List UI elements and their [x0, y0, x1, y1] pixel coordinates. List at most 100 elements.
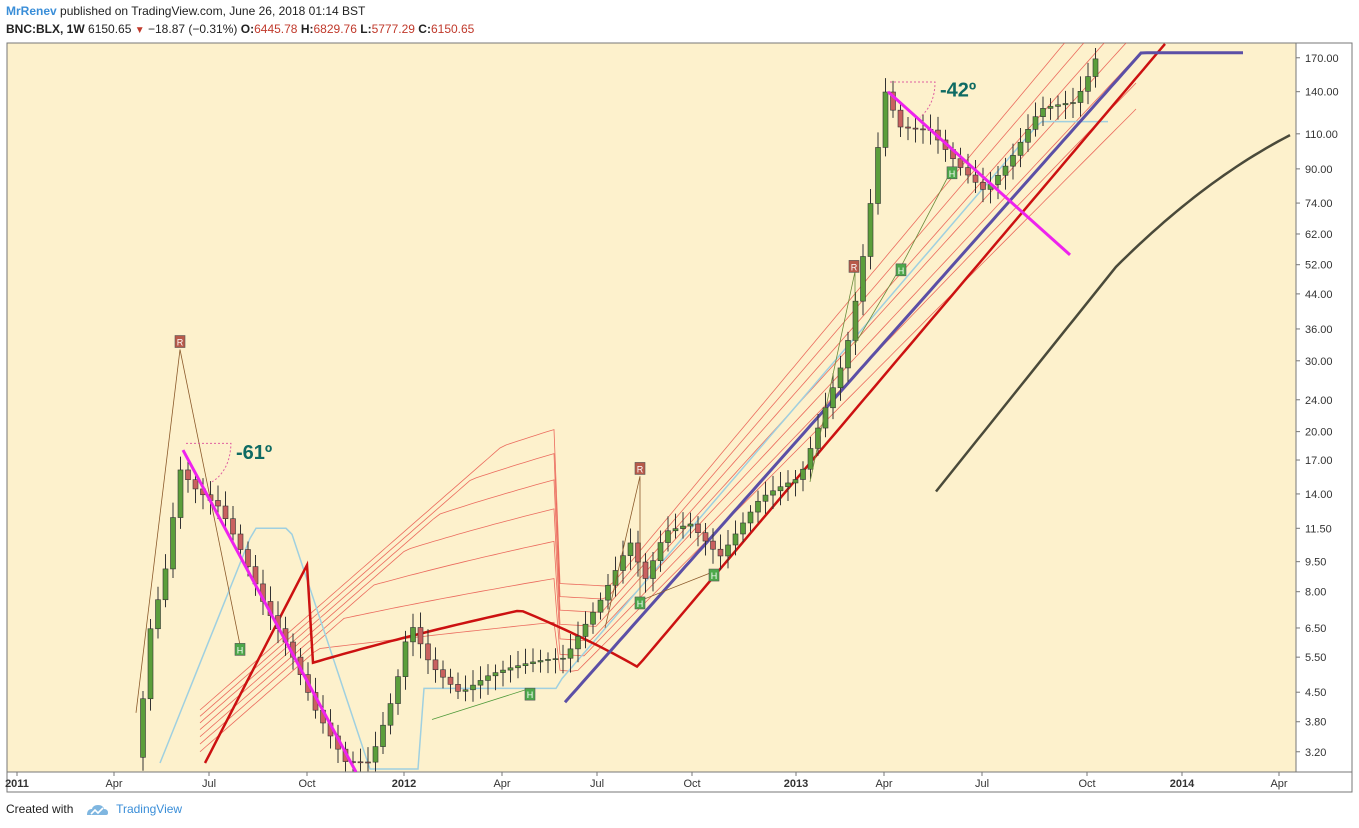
low-value: 5777.29	[371, 22, 415, 36]
candle-body	[410, 627, 416, 643]
candle-body	[635, 542, 641, 563]
candle-body	[477, 680, 484, 686]
candle-body	[1047, 106, 1054, 109]
x-tick-label: Apr	[493, 778, 510, 790]
tradingview-link[interactable]: TradingView	[116, 802, 183, 816]
ema-fan-line	[199, 108, 1137, 753]
price-axis	[1295, 42, 1353, 773]
x-tick-label: Oct	[298, 778, 315, 790]
candle-body	[650, 560, 656, 579]
svg-text:R: R	[637, 464, 644, 474]
x-tick-label: 2012	[392, 778, 416, 790]
y-tick-label: 24.00	[1305, 395, 1333, 407]
y-tick-label: 140.00	[1305, 87, 1339, 99]
low-label: L:	[360, 22, 372, 36]
y-tick-label: 17.00	[1305, 455, 1333, 467]
candle-body	[860, 256, 866, 302]
svg-text:R: R	[851, 262, 858, 272]
close-label: C:	[418, 22, 431, 36]
ma-red-thick	[203, 43, 1166, 764]
footer: Created with TradingView	[6, 802, 182, 817]
high-value: 6829.76	[313, 22, 357, 36]
svg-text:H: H	[637, 599, 644, 609]
candle-body	[642, 561, 649, 579]
candle-body	[500, 669, 506, 673]
candle-body	[1055, 104, 1061, 107]
angle-arc	[186, 442, 232, 483]
candle-body	[747, 511, 754, 524]
x-tick-label: 2014	[1170, 778, 1195, 790]
candle-body	[380, 724, 386, 747]
candle-body	[140, 698, 146, 758]
candle-body	[590, 611, 596, 625]
candle-body	[882, 91, 889, 148]
candle-body	[177, 469, 184, 518]
candle-body	[777, 486, 784, 492]
created-with-label: Created with	[6, 802, 74, 816]
candle-body	[672, 528, 679, 532]
candle-body	[837, 367, 844, 389]
candle-body	[147, 628, 154, 700]
candle-body	[815, 427, 821, 449]
r-marker: R	[174, 335, 186, 348]
candle-body	[222, 505, 229, 519]
candle-body	[665, 530, 671, 543]
candle-body	[567, 648, 574, 659]
candle-body	[920, 128, 926, 131]
h-marker: H	[234, 643, 246, 656]
candle-body	[455, 684, 461, 692]
h-marker: H	[895, 263, 907, 277]
candle-body	[237, 533, 244, 550]
candle-body	[972, 174, 979, 183]
high-label: H:	[300, 22, 314, 36]
candle-body	[545, 659, 551, 661]
candle-body	[522, 663, 529, 666]
candle-body	[192, 479, 199, 490]
candle-body	[680, 525, 686, 529]
candle-body	[657, 542, 664, 562]
candle-body	[432, 659, 439, 671]
pattern-line	[135, 349, 241, 713]
candle-body	[965, 167, 971, 176]
svg-text:R: R	[177, 338, 184, 348]
candle-body	[507, 667, 514, 671]
r-marker: R	[634, 462, 646, 475]
ma-blue	[563, 51, 1243, 704]
candle-body	[912, 127, 919, 130]
candle-body	[845, 340, 851, 369]
change-value: −18.87 (−0.31%)	[148, 22, 238, 36]
pattern-line	[809, 168, 953, 482]
r-marker: R	[848, 260, 860, 273]
y-tick-label: 30.00	[1305, 356, 1333, 368]
candle-body	[492, 672, 499, 677]
candle-body	[530, 661, 536, 665]
x-tick-label: Jul	[975, 778, 989, 790]
candle-body	[215, 500, 221, 507]
svg-text:H: H	[711, 571, 718, 581]
y-tick-label: 4.50	[1305, 687, 1326, 699]
author-name[interactable]: MrRenev	[6, 4, 57, 18]
candle-body	[170, 517, 176, 570]
y-tick-label: 6.50	[1305, 623, 1326, 635]
x-tick-label: Jul	[202, 778, 216, 790]
y-tick-label: 3.80	[1305, 717, 1326, 729]
candle-body	[230, 518, 236, 535]
svg-text:H: H	[898, 266, 905, 276]
x-tick-label: Apr	[875, 778, 892, 790]
trendline-1	[181, 449, 358, 772]
candle-body	[395, 676, 401, 704]
candle-body	[980, 181, 986, 190]
svg-text:H: H	[949, 169, 956, 179]
h-marker: H	[946, 166, 958, 180]
candle-body	[957, 158, 964, 168]
candle-body	[830, 387, 836, 409]
y-tick-label: 90.00	[1305, 164, 1333, 176]
ma-dark	[935, 133, 1291, 493]
candle-body	[762, 494, 769, 502]
candle-body	[710, 540, 716, 550]
candle-body	[162, 568, 169, 601]
pattern-line	[604, 476, 716, 629]
y-tick-label: 110.00	[1305, 129, 1338, 141]
publish-info: published on TradingView.com, June 26, 2…	[60, 4, 366, 18]
